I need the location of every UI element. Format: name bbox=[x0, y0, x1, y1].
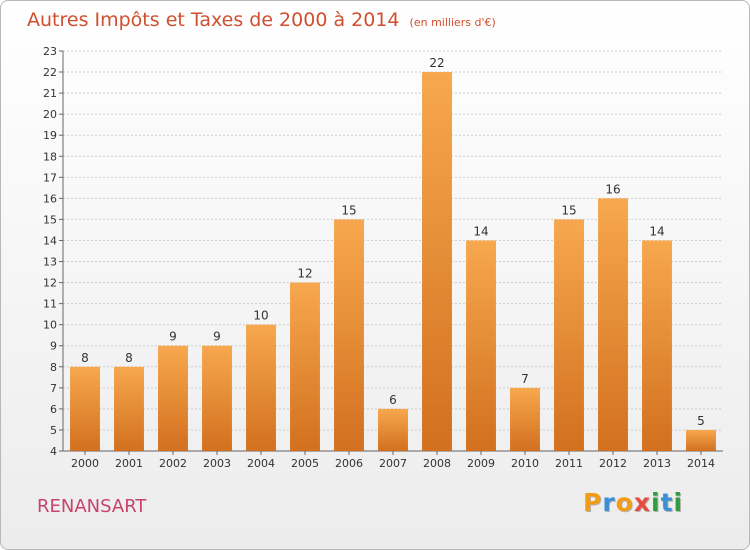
y-tick-label: 16 bbox=[43, 192, 57, 205]
data-label-2004: 10 bbox=[253, 309, 268, 323]
y-tick-label: 18 bbox=[43, 150, 57, 163]
bar-2006 bbox=[334, 219, 364, 451]
bar-2014 bbox=[686, 429, 716, 451]
data-label-2005: 12 bbox=[297, 267, 312, 281]
data-label-2013: 14 bbox=[649, 224, 664, 238]
bar-2010 bbox=[510, 387, 540, 451]
y-tick-label: 21 bbox=[43, 87, 57, 100]
data-label-2011: 15 bbox=[561, 203, 576, 217]
place-name: RENANSART bbox=[37, 496, 147, 517]
logo-letter: P bbox=[583, 488, 603, 517]
y-tick-label: 14 bbox=[43, 234, 57, 247]
x-tick-label: 2009 bbox=[467, 457, 495, 470]
x-tick-label: 2012 bbox=[599, 457, 627, 470]
bar-2005 bbox=[290, 282, 320, 451]
data-label-2007: 6 bbox=[389, 393, 397, 407]
bar-2007 bbox=[378, 408, 408, 451]
data-label-2009: 14 bbox=[473, 224, 488, 238]
y-tick-label: 19 bbox=[43, 129, 57, 142]
y-tick-label: 7 bbox=[50, 382, 57, 395]
chart-unit: (en milliers d'€) bbox=[409, 16, 496, 29]
bar-2004 bbox=[246, 324, 276, 451]
chart-title-text: Autres Impôts et Taxes de 2000 à 2014 bbox=[27, 9, 400, 31]
y-tick-label: 6 bbox=[50, 403, 57, 416]
y-tick-label: 5 bbox=[50, 424, 57, 437]
y-tick-label: 11 bbox=[43, 298, 57, 311]
bar-2012 bbox=[598, 198, 628, 451]
x-tick-label: 2008 bbox=[423, 457, 451, 470]
x-tick-label: 2007 bbox=[379, 457, 407, 470]
y-tick-label: 9 bbox=[50, 340, 57, 353]
bar-2003 bbox=[202, 345, 232, 451]
data-label-2006: 15 bbox=[341, 203, 356, 217]
x-tick-label: 2002 bbox=[159, 457, 187, 470]
y-tick-label: 23 bbox=[43, 45, 57, 58]
y-tick-label: 12 bbox=[43, 277, 57, 290]
x-tick-label: 2011 bbox=[555, 457, 583, 470]
bar-2011 bbox=[554, 219, 584, 451]
x-tick-label: 2013 bbox=[643, 457, 671, 470]
y-tick-label: 4 bbox=[50, 445, 57, 458]
x-tick-label: 2005 bbox=[291, 457, 319, 470]
bar-2009 bbox=[466, 240, 496, 451]
x-tick-label: 2010 bbox=[511, 457, 539, 470]
logo-letter: o bbox=[615, 488, 634, 517]
bar-2002 bbox=[158, 345, 188, 451]
y-tick-label: 20 bbox=[43, 108, 57, 121]
data-label-2012: 16 bbox=[605, 182, 620, 196]
logo-letter: t bbox=[660, 488, 674, 517]
data-label-2001: 8 bbox=[125, 351, 133, 365]
data-label-2014: 5 bbox=[697, 414, 705, 428]
x-tick-label: 2006 bbox=[335, 457, 363, 470]
data-label-2003: 9 bbox=[213, 330, 221, 344]
x-tick-label: 2004 bbox=[247, 457, 275, 470]
bar-2008 bbox=[422, 72, 452, 451]
logo-letter: i bbox=[673, 488, 684, 517]
y-tick-label: 8 bbox=[50, 361, 57, 374]
x-tick-label: 2001 bbox=[115, 457, 143, 470]
y-tick-label: 15 bbox=[43, 213, 57, 226]
bar-2001 bbox=[114, 366, 144, 451]
x-tick-label: 2014 bbox=[687, 457, 715, 470]
logo-letter: i bbox=[651, 488, 661, 517]
logo-letter: r bbox=[602, 488, 616, 517]
data-label-2000: 8 bbox=[81, 351, 89, 365]
y-tick-label: 13 bbox=[43, 256, 57, 269]
chart-title: Autres Impôts et Taxes de 2000 à 2014 (e… bbox=[27, 8, 496, 35]
y-tick-label: 10 bbox=[43, 319, 57, 332]
proxiti-logo: Proxiti bbox=[583, 488, 683, 517]
y-tick-label: 17 bbox=[43, 171, 57, 184]
bar-2013 bbox=[642, 240, 672, 451]
logo-letter: x bbox=[633, 488, 651, 517]
data-label-2010: 7 bbox=[521, 372, 529, 386]
x-tick-label: 2003 bbox=[203, 457, 231, 470]
y-tick-label: 22 bbox=[43, 66, 57, 79]
x-tick-label: 2000 bbox=[71, 457, 99, 470]
data-label-2008: 22 bbox=[429, 56, 444, 70]
bar-2000 bbox=[70, 366, 100, 451]
data-label-2002: 9 bbox=[169, 330, 177, 344]
